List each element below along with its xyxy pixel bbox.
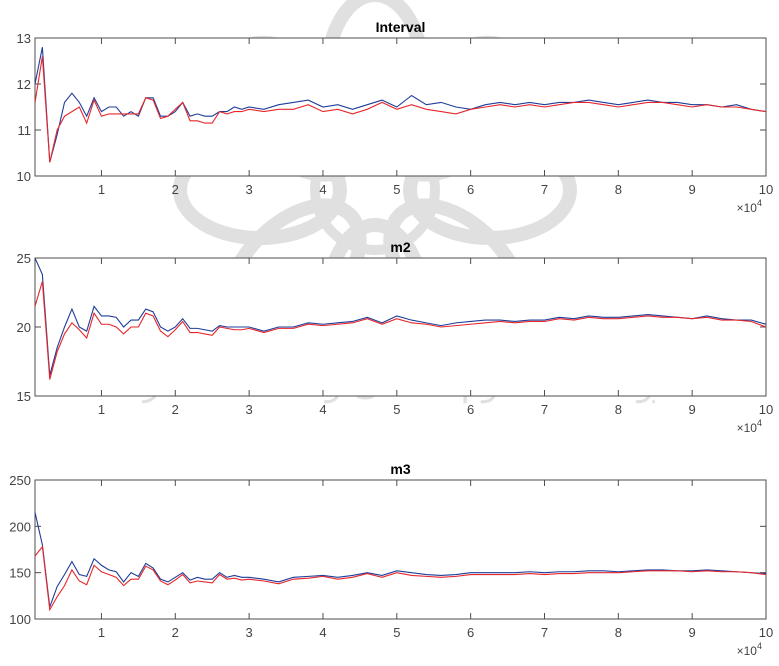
x-tick-label: 3 — [246, 625, 253, 640]
series-line-red — [35, 56, 766, 163]
y-tick-label: 12 — [17, 77, 31, 92]
x-exponent-power: 4 — [757, 418, 762, 428]
series-line-blue — [35, 258, 766, 376]
y-tick-label: 11 — [18, 123, 32, 138]
axes-frame — [34, 37, 767, 177]
y-tick-label: 250 — [9, 473, 31, 488]
y-tick-label: 13 — [17, 31, 31, 46]
y-tick-label: 150 — [9, 566, 31, 581]
x-tick-label: 7 — [541, 625, 548, 640]
x-tick-label: 2 — [172, 402, 179, 417]
x-exponent-base: ×10 — [737, 421, 758, 435]
series-line-blue — [35, 47, 766, 163]
y-tick-label: 20 — [17, 320, 31, 335]
y-tick-label: 200 — [9, 519, 31, 534]
x-tick-label: 4 — [319, 182, 326, 197]
x-tick-label: 4 — [319, 625, 326, 640]
x-tick-label: 2 — [172, 182, 179, 197]
y-tick-label: 25 — [17, 251, 31, 266]
x-tick-label: 3 — [246, 402, 253, 417]
x-tick-label: 7 — [541, 402, 548, 417]
x-exponent-label: ×104 — [737, 198, 762, 215]
x-exponent-power: 4 — [757, 198, 762, 208]
y-tick-label: 100 — [9, 612, 31, 627]
x-tick-label: 8 — [615, 625, 622, 640]
x-tick-label: 5 — [393, 182, 400, 197]
x-tick-label: 9 — [689, 402, 696, 417]
chart-title: m2 — [390, 239, 410, 255]
x-exponent-label: ×104 — [737, 418, 762, 435]
x-tick-label: 10 — [759, 625, 773, 640]
x-tick-label: 8 — [615, 402, 622, 417]
x-tick-label: 1 — [98, 625, 105, 640]
x-tick-label: 5 — [393, 402, 400, 417]
axes-frame — [34, 479, 767, 620]
x-exponent-power: 4 — [757, 641, 762, 651]
x-tick-label: 5 — [393, 625, 400, 640]
x-tick-label: 9 — [689, 182, 696, 197]
axes-frame — [34, 257, 767, 397]
x-exponent-base: ×10 — [737, 201, 758, 215]
x-tick-label: 7 — [541, 182, 548, 197]
chart-title: m3 — [390, 461, 410, 477]
x-tick-label: 6 — [467, 182, 474, 197]
x-tick-label: 4 — [319, 402, 326, 417]
series-line-red — [35, 545, 766, 612]
x-exponent-label: ×104 — [737, 641, 762, 658]
x-tick-label: 6 — [467, 402, 474, 417]
x-tick-label: 1 — [98, 182, 105, 197]
x-tick-label: 10 — [759, 402, 773, 417]
y-tick-label: 15 — [17, 389, 31, 404]
y-tick-label: 10 — [17, 169, 31, 184]
chart-title: Interval — [376, 19, 426, 35]
x-tick-label: 9 — [689, 625, 696, 640]
x-tick-label: 6 — [467, 625, 474, 640]
series-line-blue — [35, 512, 766, 608]
x-tick-label: 2 — [172, 625, 179, 640]
x-exponent-base: ×10 — [737, 644, 758, 658]
x-tick-label: 3 — [246, 182, 253, 197]
x-tick-label: 8 — [615, 182, 622, 197]
x-tick-label: 1 — [98, 402, 105, 417]
x-tick-label: 10 — [759, 182, 773, 197]
series-line-red — [35, 281, 766, 380]
